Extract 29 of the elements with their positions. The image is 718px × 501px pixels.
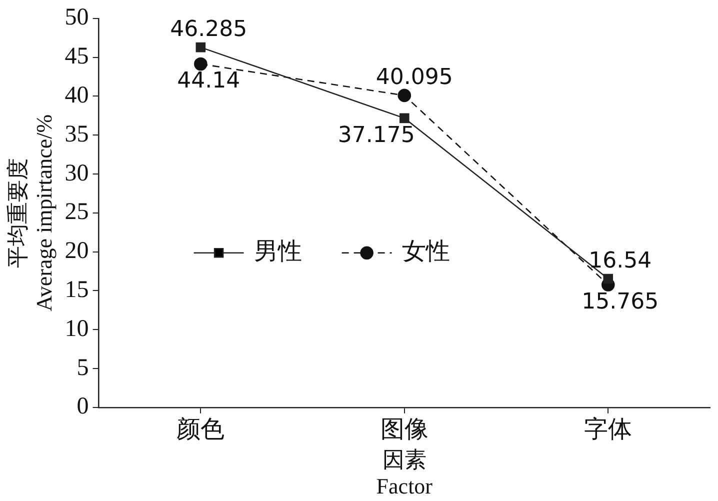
point [398,88,412,102]
data-label: 46.285 [170,17,248,42]
point [400,113,410,124]
x-tick-label: 图像 [380,417,428,444]
x-tick-label: 颜色 [176,416,225,444]
data-label: 44.14 [177,68,240,94]
point [603,274,614,284]
y-tick-label: 0 [76,394,89,420]
y-axis-title: 平均重要度 Average impirtance/% [4,114,56,312]
x-axis-title: 因素 Factor [376,447,434,499]
legend-label: 男性 [254,239,302,266]
data-label: 15.765 [582,289,659,314]
y-tick-label: 5 [76,354,89,381]
y-tick-label: 30 [64,160,89,186]
y-tick-label: 25 [64,199,89,226]
y-tick-label: 15 [64,276,89,303]
data-label: 37.175 [338,122,415,148]
y-tick-label: 50 [64,4,89,31]
data-label: 40.095 [376,65,453,90]
x-tick-label: 字体 [584,416,632,444]
data-label: 16.54 [588,248,652,274]
y-tick-label: 10 [64,316,89,342]
y-tick-label: 20 [64,238,89,264]
legend-label: 女性 [402,239,450,266]
y-tick-label: 40 [64,82,89,108]
y-tick-label: 35 [64,121,89,148]
y-tick-label: 45 [64,44,89,70]
point [196,42,206,52]
point [194,57,208,71]
